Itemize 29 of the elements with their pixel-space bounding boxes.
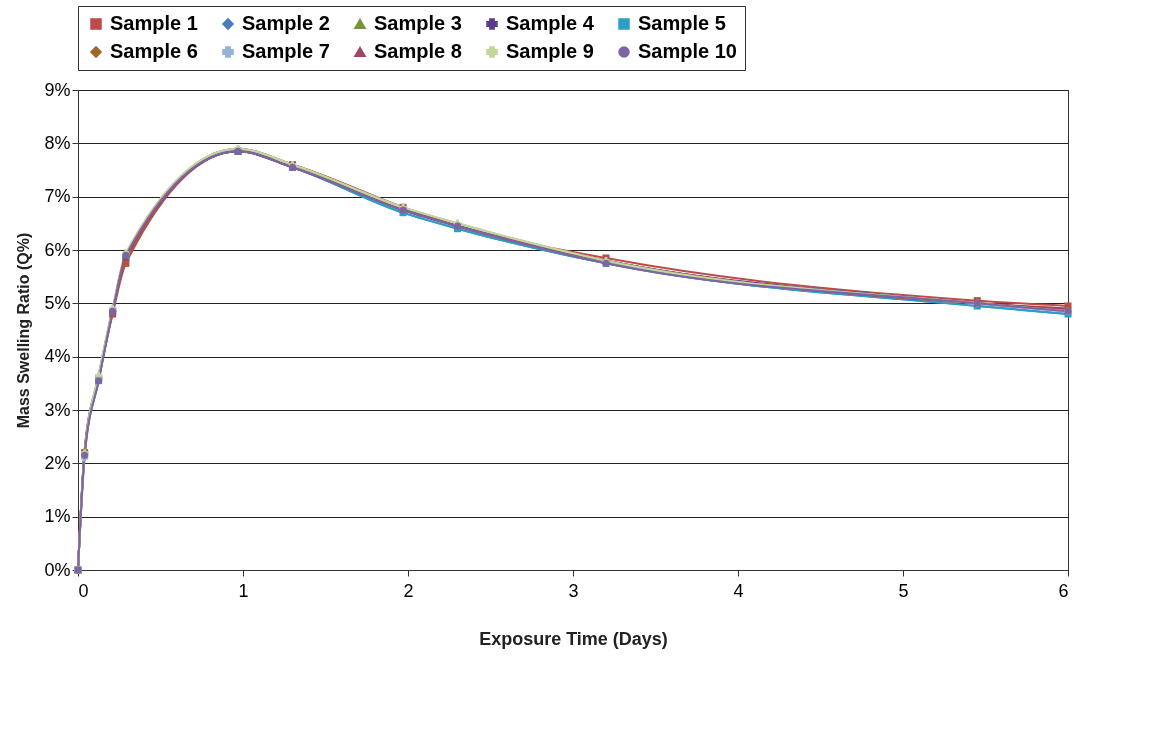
legend-label: Sample 9 [506,40,594,62]
y-tick-label: 9% [44,79,71,100]
legend-label: Sample 3 [374,12,462,34]
y-tick-label: 7% [44,186,71,207]
x-axis-title: Exposure Time (Days) [479,628,668,649]
legend-label: Sample 5 [638,12,726,34]
legend-label: Sample 2 [242,12,330,34]
x-tick-label: 6 [1058,580,1069,601]
legend-label: Sample 6 [110,40,198,62]
legend-label: Sample 7 [242,40,330,62]
y-axis-title: Mass Swelling Ratio (Q%) [15,232,33,429]
y-tick-label: 8% [44,132,71,153]
y-tick-label: 0% [44,559,71,580]
legend-label: Sample 1 [110,12,198,34]
x-tick-label: 1 [238,580,249,601]
legend-label: Sample 8 [374,40,462,62]
x-tick-label: 5 [898,580,909,601]
y-tick-label: 2% [44,452,71,473]
y-tick-label: 6% [44,239,71,260]
y-tick-label: 1% [44,506,71,527]
x-tick-label: 0 [78,580,89,601]
y-tick-label: 4% [44,346,71,367]
x-tick-label: 3 [568,580,579,601]
y-tick-label: 3% [44,399,71,420]
y-tick-label: 5% [44,292,71,313]
x-tick-label: 4 [733,580,744,601]
legend-label: Sample 4 [506,12,595,34]
x-tick-label: 2 [403,580,414,601]
legend-label: Sample 10 [638,40,737,62]
